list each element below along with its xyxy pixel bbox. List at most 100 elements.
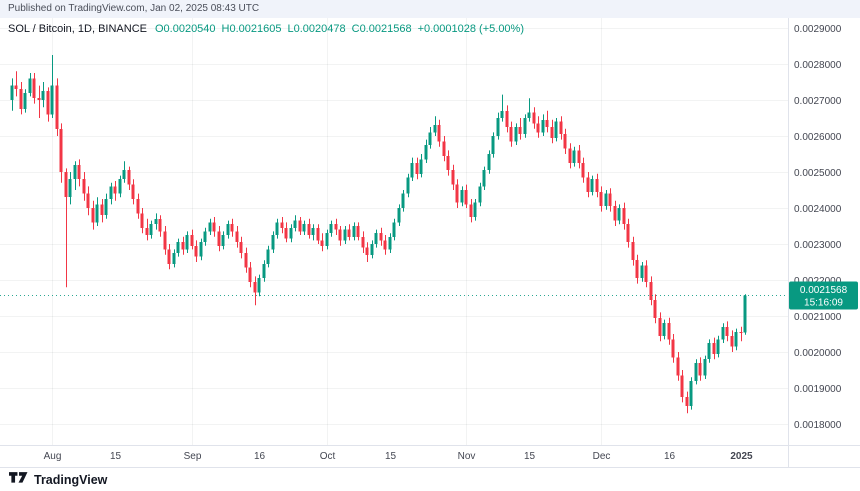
- candle-body: [415, 163, 419, 174]
- candle-body: [14, 85, 18, 90]
- candle-body: [334, 224, 338, 230]
- candle-body: [550, 127, 554, 138]
- candlestick-chart[interactable]: 0.0029000 0.0028000 0.0027000 0.0026000 0.00…: [0, 18, 860, 467]
- candle-body: [626, 224, 630, 243]
- candle-body: [248, 267, 252, 282]
- time-tick-label: Sep: [184, 451, 202, 462]
- candle-body: [266, 249, 270, 264]
- candle-body: [203, 231, 207, 243]
- candle-body: [437, 125, 441, 142]
- candle-body: [356, 226, 360, 237]
- tradingview-logo-icon: [9, 472, 28, 487]
- candle-body: [469, 204, 473, 217]
- candle-countdown: 15:16:09: [804, 298, 843, 309]
- candle-body: [721, 326, 725, 340]
- chart-legend: SOL / Bitcoin, 1D, BINANCE O0.0020540 H0.0…: [8, 23, 530, 35]
- time-tick-label: Aug: [44, 451, 62, 462]
- candle-body: [163, 231, 167, 250]
- time-tick-label: Oct: [320, 451, 336, 462]
- candle-body: [653, 299, 657, 318]
- candle-body: [226, 224, 230, 235]
- candle-body: [743, 295, 747, 333]
- candle-body: [271, 235, 275, 250]
- candle-body: [599, 191, 603, 207]
- candle-body: [284, 227, 288, 239]
- close-value: C0.0021568: [351, 23, 412, 35]
- time-tick-label: Dec: [593, 451, 611, 462]
- last-price-value: 0.0021568: [800, 285, 848, 296]
- candle-body: [685, 397, 689, 406]
- candle-body: [149, 224, 153, 235]
- candle-body: [28, 78, 32, 93]
- candle-body: [289, 227, 293, 239]
- candle-body: [145, 227, 149, 235]
- candle-body: [739, 332, 743, 334]
- candle-body: [374, 233, 378, 244]
- publish-text: Published on TradingView.com, Jan 02, 20…: [8, 3, 260, 14]
- candle-body: [527, 112, 531, 118]
- time-tick-label: 15: [385, 451, 397, 462]
- candle-body: [23, 92, 27, 109]
- candle-body: [104, 199, 108, 216]
- candle-body: [55, 85, 59, 129]
- price-tick-label: 0.0018000: [794, 420, 842, 431]
- candle-body: [442, 141, 446, 156]
- candle-body: [554, 121, 558, 138]
- candle-body: [221, 235, 225, 246]
- candle-body: [329, 224, 333, 234]
- ohlc-readout: O0.0020540 H0.0021605 L0.0020478 C0.0021568…: [155, 23, 530, 35]
- candle-body: [514, 127, 518, 142]
- candle-body: [122, 170, 126, 180]
- candle-body: [100, 204, 104, 216]
- candle-body: [604, 193, 608, 207]
- candle-body: [568, 148, 572, 163]
- price-tick-label: 0.0024000: [794, 204, 842, 215]
- candle-body: [577, 150, 581, 163]
- candle-body: [388, 236, 392, 250]
- candle-body: [590, 179, 594, 192]
- candle-body: [239, 242, 243, 253]
- candle-body: [325, 233, 329, 246]
- time-tick-label: 15: [524, 451, 536, 462]
- price-tick-label: 0.0020000: [794, 348, 842, 359]
- candle-body: [496, 118, 500, 136]
- candle-body: [505, 110, 509, 127]
- candle-body: [451, 170, 455, 185]
- candle-body: [671, 339, 675, 358]
- candle-body: [518, 127, 522, 135]
- candle-body: [622, 208, 626, 225]
- candle-body: [370, 244, 374, 255]
- candle-body: [491, 136, 495, 154]
- open-value: O0.0020540: [154, 23, 216, 35]
- candle-body: [379, 233, 383, 241]
- candle-body: [433, 125, 437, 133]
- candle-body: [545, 119, 549, 127]
- candle-body: [658, 317, 662, 336]
- candle-body: [82, 179, 86, 194]
- candle-body: [311, 227, 315, 235]
- candle-body: [572, 150, 576, 163]
- candle-body: [199, 242, 203, 257]
- price-tick-label: 0.0023000: [794, 240, 842, 251]
- candle-body: [176, 242, 180, 253]
- candle-body: [257, 278, 261, 293]
- candle-body: [253, 281, 257, 293]
- candle-body: [298, 220, 302, 232]
- candle-body: [167, 249, 171, 264]
- candle-body: [689, 380, 693, 406]
- candle-body: [127, 170, 131, 185]
- candle-body: [262, 263, 266, 279]
- candle-body: [212, 222, 216, 232]
- candle-body: [172, 253, 176, 264]
- tradingview-logo-link[interactable]: TradingView: [9, 472, 107, 487]
- price-tick-label: 0.0021000: [794, 312, 842, 323]
- candle-body: [275, 222, 279, 235]
- candle-body: [536, 123, 540, 133]
- candle-body: [154, 218, 158, 225]
- candle-body: [320, 240, 324, 246]
- candle-body: [478, 186, 482, 203]
- candle-body: [10, 85, 14, 100]
- candle-body: [230, 224, 234, 232]
- candle-body: [194, 245, 198, 257]
